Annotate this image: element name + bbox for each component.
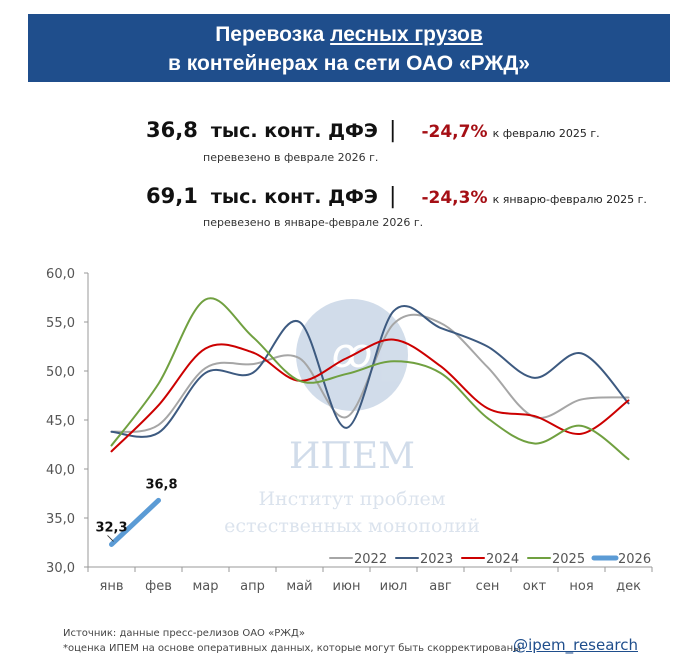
stat-caption: перевезено в феврале 2026 г.: [203, 151, 379, 164]
stat-comparison: к февралю 2025 г.: [492, 127, 600, 140]
x-tick-label: июл: [380, 579, 408, 594]
y-tick-label: 50,0: [46, 365, 75, 380]
x-tick-label: сен: [476, 579, 500, 594]
watermark-logo-glyph-icon: ꝏ: [332, 331, 373, 377]
stat-comparison: к январю-февралю 2025 г.: [492, 193, 647, 206]
title-part1: Перевозка: [215, 23, 331, 46]
title-line2: в контейнерах на сети ОАО «РЖД»: [168, 52, 530, 75]
y-tick-label: 45,0: [46, 414, 75, 429]
stat-separator: |: [388, 118, 397, 143]
y-tick-label: 40,0: [46, 463, 75, 478]
stat-value: 36,8: [146, 118, 198, 142]
x-tick-label: авг: [429, 579, 452, 594]
legend-label-2022: 2022: [354, 552, 387, 567]
source-note: Источник: данные пресс-релизов ОАО «РЖД»: [63, 628, 305, 639]
data-label: 36,8: [145, 477, 177, 492]
watermark-name: ИПЕМ: [289, 436, 415, 477]
legend-label-2024: 2024: [486, 552, 519, 567]
y-tick-label: 55,0: [46, 316, 75, 331]
x-tick-label: окт: [523, 579, 547, 594]
data-label-leader: [107, 535, 114, 542]
series-line-2024: [110, 338, 630, 453]
x-tick-label: май: [286, 579, 312, 594]
series-line-2026: [109, 497, 161, 547]
series-line-2023: [110, 304, 630, 438]
x-tick-label: янв: [100, 579, 124, 594]
watermark-line1: Институт проблем: [258, 488, 445, 510]
x-tick-label: фев: [145, 579, 172, 594]
series-line-2025: [110, 297, 630, 461]
legend-label-2025: 2025: [552, 552, 585, 567]
stat-ytd: 69,1 тыс. конт. ДФЭ | -24,3% к январю-фе…: [146, 184, 647, 209]
social-handle-link[interactable]: @ipem_research: [513, 636, 638, 654]
x-tick-label: ноя: [569, 579, 593, 594]
stat-unit: тыс. конт. ДФЭ: [210, 186, 378, 208]
data-label: 32,3: [95, 520, 127, 535]
stat-change: -24,3%: [421, 188, 488, 208]
estimate-note: *оценка ИПЕМ на основе оперативных данны…: [63, 643, 522, 654]
x-tick-label: июн: [333, 579, 361, 594]
x-tick-label: мар: [192, 579, 218, 594]
watermark: ꝏ ИПЕМ Институт проблем естественных мон…: [224, 299, 480, 537]
y-tick-label: 30,0: [46, 561, 75, 576]
title-underlined: лесных грузов: [330, 23, 483, 46]
legend-label-2023: 2023: [420, 552, 453, 567]
stat-unit: тыс. конт. ДФЭ: [210, 120, 378, 142]
legend-label-2026: 2026: [618, 552, 651, 567]
watermark-line2: естественных монополий: [224, 515, 480, 537]
stat-change: -24,7%: [421, 122, 488, 142]
stat-separator: |: [388, 184, 397, 209]
x-tick-label: апр: [240, 579, 265, 594]
stat-month: 36,8 тыс. конт. ДФЭ | -24,7% к февралю 2…: [146, 118, 600, 143]
x-tick-label: дек: [616, 579, 641, 594]
stat-value: 69,1: [146, 184, 198, 208]
y-tick-label: 35,0: [46, 512, 75, 527]
stat-caption: перевезено в январе-феврале 2026 г.: [203, 216, 424, 229]
y-tick-label: 60,0: [46, 267, 75, 282]
title-banner: Перевозка лесных грузов в контейнерах на…: [28, 14, 670, 82]
